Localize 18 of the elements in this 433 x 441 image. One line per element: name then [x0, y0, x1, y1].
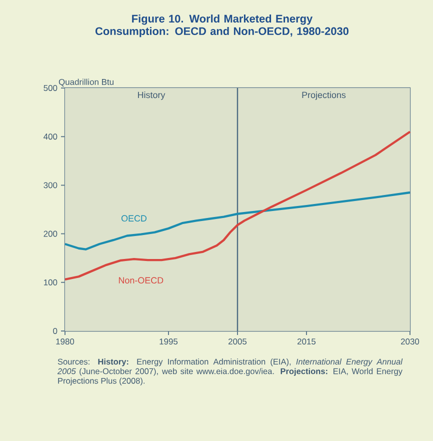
x-tick-label: 2015: [298, 338, 316, 345]
x-tick-label: 1995: [160, 338, 178, 345]
x-tick-label: 1980: [56, 338, 74, 345]
series-label: Non-OECD: [118, 277, 164, 284]
y-tick-label: 100: [44, 279, 58, 286]
y-tick-label: 400: [44, 134, 58, 140]
band-label: History: [138, 92, 166, 100]
y-tick-label: 200: [44, 230, 58, 237]
y-axis-title: Quadrillion Btu: [58, 78, 114, 86]
chart-title: Figure 10. World Marketed Energy Consumption: OECD and Non-OECD, 1980-2030: [95, 14, 348, 38]
text: Sources: History: Energy Information Administration (EIA), International Energy Annual 2005 (June-October 2007), web site www.eia.doe.gov/iea. Projections: EIA, World Energy Projections Plus (2008).: [57, 358, 403, 386]
y-tick-label: 0: [53, 328, 58, 334]
y-tick-label: 500: [44, 85, 58, 91]
series-label: OECD: [121, 215, 147, 222]
x-tick-label: 2030: [401, 338, 420, 345]
x-tick-label: 2005: [228, 338, 247, 345]
y-tick-label: 300: [44, 182, 58, 188]
band-label: Projections: [302, 92, 346, 100]
